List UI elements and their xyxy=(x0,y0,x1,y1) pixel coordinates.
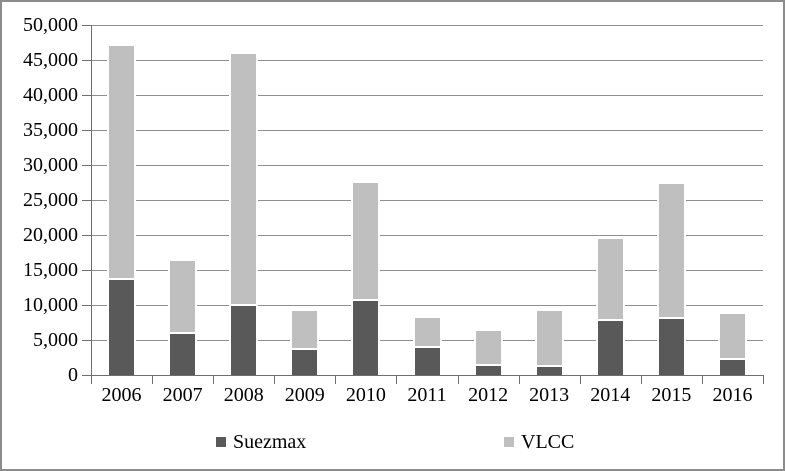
bar-2012 xyxy=(476,330,501,375)
y-axis-tick xyxy=(82,95,91,96)
x-axis-label: 2015 xyxy=(651,384,692,406)
bar-2011 xyxy=(415,317,440,375)
legend-swatch-suezmax-icon xyxy=(216,437,226,447)
bar-segment-vlcc-2015 xyxy=(659,183,684,319)
x-axis-tick xyxy=(274,376,275,384)
legend-label-suezmax: Suezmax xyxy=(233,431,307,453)
bar-segment-vlcc-2006 xyxy=(109,46,134,280)
y-axis-tick xyxy=(82,60,91,61)
bar-segment-vlcc-2007 xyxy=(170,260,195,334)
bar-segment-suezmax-2013 xyxy=(537,367,562,375)
x-axis-tick xyxy=(458,376,459,384)
bar-2010 xyxy=(353,182,378,375)
x-axis-tick xyxy=(763,376,764,384)
bar-segment-vlcc-2013 xyxy=(537,310,562,368)
y-axis-label: 10,000 xyxy=(23,294,78,316)
y-axis-tick xyxy=(82,270,91,271)
bar-segment-suezmax-2010 xyxy=(353,300,378,375)
gridline xyxy=(91,270,763,271)
y-axis-label: 15,000 xyxy=(23,259,78,281)
gridline xyxy=(91,25,763,26)
legend-item-vlcc: VLCC xyxy=(504,432,574,452)
x-axis-label: 2014 xyxy=(590,384,631,406)
x-axis-label: 2016 xyxy=(712,384,753,406)
y-axis-label: 0 xyxy=(68,364,78,386)
bar-segment-suezmax-2008 xyxy=(231,306,256,375)
bar-2013 xyxy=(537,310,562,375)
gridline xyxy=(91,235,763,236)
bar-segment-vlcc-2014 xyxy=(598,239,623,322)
bar-segment-vlcc-2016 xyxy=(720,314,745,361)
y-axis-tick xyxy=(82,305,91,306)
gridline xyxy=(91,305,763,306)
y-axis-label: 25,000 xyxy=(23,189,78,211)
legend-label-vlcc: VLCC xyxy=(521,431,575,453)
x-axis-label: 2008 xyxy=(223,384,264,406)
bar-2007 xyxy=(170,260,195,375)
gridline xyxy=(91,200,763,201)
legend-swatch-vlcc-icon xyxy=(504,437,514,447)
bar-segment-suezmax-2012 xyxy=(476,365,501,375)
x-axis-tick xyxy=(213,376,214,384)
bar-segment-suezmax-2007 xyxy=(170,333,195,375)
y-axis-tick xyxy=(82,130,91,131)
x-axis-tick xyxy=(91,376,92,384)
bar-segment-suezmax-2016 xyxy=(720,360,745,375)
y-axis-label: 50,000 xyxy=(23,14,78,36)
bar-2014 xyxy=(598,239,623,375)
bar-segment-suezmax-2011 xyxy=(415,348,440,375)
y-axis-line xyxy=(91,25,92,375)
y-axis-label: 45,000 xyxy=(23,49,78,71)
bar-segment-suezmax-2006 xyxy=(109,279,134,375)
gridline xyxy=(91,60,763,61)
y-axis-label: 30,000 xyxy=(23,154,78,176)
bar-2009 xyxy=(292,311,317,375)
bar-2015 xyxy=(659,183,684,375)
x-axis-label: 2013 xyxy=(529,384,570,406)
bar-segment-suezmax-2015 xyxy=(659,318,684,375)
x-axis-tick xyxy=(335,376,336,384)
x-axis-label: 2012 xyxy=(468,384,509,406)
x-axis-tick xyxy=(580,376,581,384)
y-axis-tick xyxy=(82,165,91,166)
bar-segment-suezmax-2009 xyxy=(292,350,317,375)
bar-segment-suezmax-2014 xyxy=(598,321,623,375)
bar-segment-vlcc-2011 xyxy=(415,317,440,349)
legend-item-suezmax: Suezmax xyxy=(216,432,306,452)
y-axis-tick xyxy=(82,375,91,376)
x-axis-tick xyxy=(702,376,703,384)
bar-segment-vlcc-2012 xyxy=(476,330,501,366)
x-axis-tick xyxy=(396,376,397,384)
gridline xyxy=(91,130,763,131)
y-axis-tick xyxy=(82,25,91,26)
y-axis-label: 20,000 xyxy=(23,224,78,246)
bar-segment-vlcc-2010 xyxy=(353,182,378,301)
x-axis-label: 2009 xyxy=(284,384,325,406)
x-axis-label: 2007 xyxy=(162,384,203,406)
x-axis-label: 2010 xyxy=(345,384,386,406)
y-axis-label: 35,000 xyxy=(23,119,78,141)
bar-segment-vlcc-2009 xyxy=(292,311,317,351)
y-axis-tick xyxy=(82,200,91,201)
x-axis-label: 2006 xyxy=(101,384,142,406)
x-axis-tick xyxy=(152,376,153,384)
y-axis-tick xyxy=(82,340,91,341)
x-axis-label: 2011 xyxy=(407,384,447,406)
x-axis-tick xyxy=(519,376,520,384)
bar-2006 xyxy=(109,46,134,375)
y-axis-tick xyxy=(82,235,91,236)
gridline xyxy=(91,95,763,96)
x-axis-tick xyxy=(641,376,642,384)
y-axis-label: 40,000 xyxy=(23,84,78,106)
x-axis-line xyxy=(91,375,764,376)
bar-2016 xyxy=(720,314,745,375)
gridline xyxy=(91,165,763,166)
y-axis-label: 5,000 xyxy=(33,329,78,351)
bar-2008 xyxy=(231,54,256,375)
bar-segment-vlcc-2008 xyxy=(231,54,256,307)
